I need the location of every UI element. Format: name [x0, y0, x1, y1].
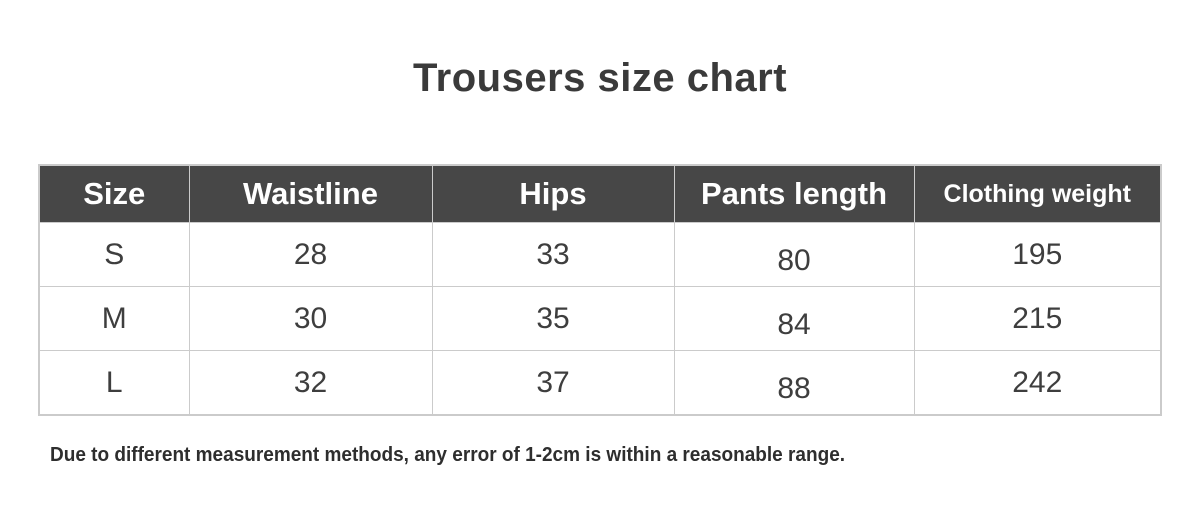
- size-cell: S: [38, 222, 190, 287]
- value-cell: 32: [188, 350, 433, 416]
- value-cell: 84: [673, 286, 915, 351]
- value-cell: 30: [188, 286, 433, 351]
- measurement-note: Due to different measurement methods, an…: [50, 444, 846, 466]
- column-header-waistline: Waistline: [188, 164, 433, 223]
- value-cell: 80: [673, 222, 915, 287]
- value-cell: 242: [913, 350, 1162, 416]
- column-header-size: Size: [38, 164, 190, 223]
- column-header-clothing-weight: Clothing weight: [913, 164, 1162, 223]
- column-header-hips: Hips: [431, 164, 675, 223]
- value-cell: 195: [913, 222, 1162, 287]
- column-header-pants-length: Pants length: [673, 164, 915, 223]
- size-cell: L: [38, 350, 190, 416]
- table-row-m: M 30 35 84 215: [38, 286, 1162, 351]
- table-header: Size Waistline Hips Pants length Clothing we…: [38, 164, 1162, 223]
- value-cell: 215: [913, 286, 1162, 351]
- table-row-s: S 28 33 80 195: [38, 222, 1162, 287]
- table-body: S 28 33 80 195 M 30 35 84 215 L 32 37 88 242: [38, 222, 1162, 416]
- value-cell: 88: [673, 350, 915, 416]
- value-cell: 28: [188, 222, 433, 287]
- value-cell: 33: [431, 222, 675, 287]
- table-header-row: Size Waistline Hips Pants length Clothing we…: [38, 164, 1162, 223]
- size-cell: M: [38, 286, 190, 351]
- page-title: Trousers size chart: [412, 56, 788, 100]
- size-chart-page: Trousers size chart Size Waistline Hips Pan…: [38, 56, 1162, 466]
- value-cell: 37: [431, 350, 675, 416]
- size-chart-table: Size Waistline Hips Pants length Clothing we…: [38, 164, 1162, 416]
- value-cell: 35: [431, 286, 675, 351]
- table-row-l: L 32 37 88 242: [38, 350, 1162, 416]
